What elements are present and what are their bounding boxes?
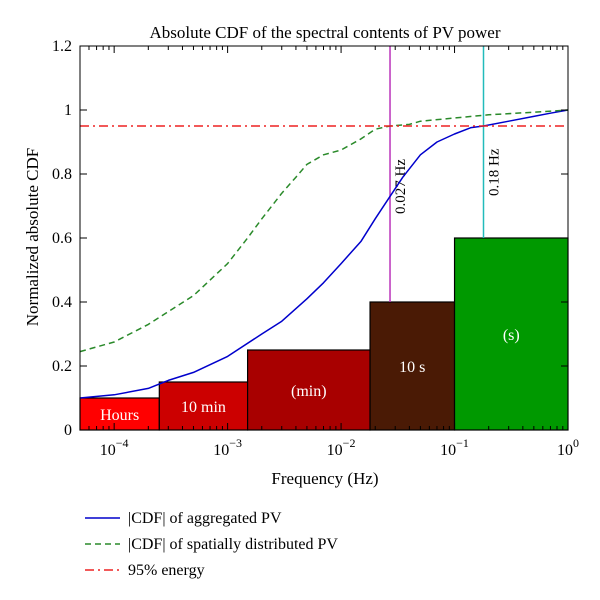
x-tick-label: 100 xyxy=(557,436,579,459)
series-line-cdf-of-aggregated-pv xyxy=(79,109,569,399)
frequency-bands: Hours 10 min (min) 10 s (s) xyxy=(79,237,569,431)
y-tick-label: 1 xyxy=(64,102,72,119)
y-tick-label: 0.4 xyxy=(52,294,72,311)
frequency-markers: 0.027 Hz 0.18 Hz xyxy=(389,46,503,302)
y-tick-label: 0.6 xyxy=(52,230,72,247)
y-tick-label: 0 xyxy=(64,422,72,439)
band-label-hours: Hours xyxy=(100,407,139,424)
x-tick-base: 10 xyxy=(100,442,116,459)
x-tick-exponent: −4 xyxy=(116,436,129,450)
series-lines xyxy=(79,109,569,399)
x-tick-exponent: −1 xyxy=(456,436,469,450)
band-label-min: (min) xyxy=(291,383,327,400)
x-tick-label: 10−3 xyxy=(213,436,242,459)
band-label-10-min: 10 min xyxy=(181,399,226,416)
chart-title: Absolute CDF of the spectral contents of… xyxy=(150,23,501,42)
x-tick-base: 10 xyxy=(557,442,573,459)
x-tick-base: 10 xyxy=(213,442,229,459)
x-tick-exponent: 0 xyxy=(573,436,579,450)
legend: |CDF| of aggregated PV |CDF| of spatially… xyxy=(85,510,338,579)
y-tick-label: 0.2 xyxy=(52,358,72,375)
y-axis-label: Normalized absolute CDF xyxy=(23,148,42,326)
x-tick-label: 10−2 xyxy=(327,436,356,459)
legend-label-cdf-of-aggregated-pv: |CDF| of aggregated PV xyxy=(128,510,282,527)
x-tick-exponent: −3 xyxy=(229,436,242,450)
axis-ticks: 00.20.40.60.811.210−4 10−3 10−2 10−1 100 xyxy=(52,38,579,459)
band-10-s xyxy=(369,301,456,431)
y-tick-label: 0.8 xyxy=(52,166,72,183)
y-tick-label: 1.2 xyxy=(52,38,72,55)
legend-label-cdf-of-spatially-distributed-pv: |CDF| of spatially distributed PV xyxy=(128,536,338,553)
band-min xyxy=(246,349,371,431)
x-tick-label: 10−4 xyxy=(100,436,129,459)
x-tick-label: 10−1 xyxy=(440,436,469,459)
x-axis-label: Frequency (Hz) xyxy=(271,469,378,488)
marker-label-0-18-hz: 0.18 Hz xyxy=(487,148,503,196)
x-tick-exponent: −2 xyxy=(343,436,356,450)
band-s xyxy=(453,237,569,431)
band-label-s: (s) xyxy=(503,327,520,344)
legend-label-95-energy: 95% energy xyxy=(128,562,205,579)
band-label-10-s: 10 s xyxy=(399,359,425,376)
x-tick-base: 10 xyxy=(440,442,456,459)
x-tick-base: 10 xyxy=(327,442,343,459)
marker-label-0-027-hz: 0.027 Hz xyxy=(393,159,409,214)
band-10-min xyxy=(158,381,249,431)
series-line-cdf-of-spatially-distributed-pv xyxy=(79,109,569,353)
